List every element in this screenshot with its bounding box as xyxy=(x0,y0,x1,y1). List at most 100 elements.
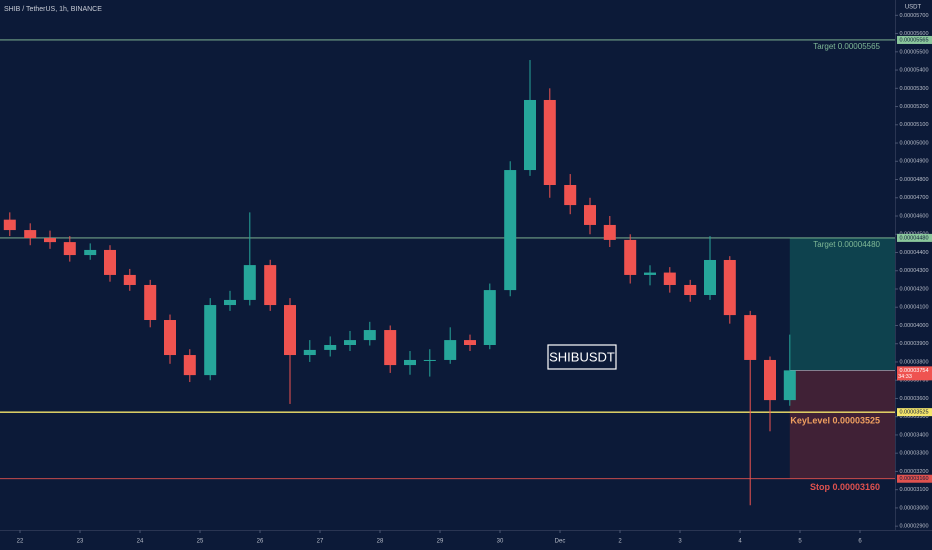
y-tick-label: 0.00004700 xyxy=(899,195,928,201)
candle-body xyxy=(423,359,436,361)
candle-body xyxy=(63,242,76,256)
candle-body xyxy=(343,340,356,346)
level-label: Stop 0.00003160 xyxy=(810,482,880,492)
candle-body xyxy=(783,370,796,401)
x-tick-label: 30 xyxy=(497,539,504,545)
candle-body xyxy=(483,290,496,346)
x-tick-label: Dec xyxy=(555,539,566,545)
x-tick-label: 25 xyxy=(197,539,204,545)
candle-body xyxy=(663,272,676,285)
x-tick-label: 24 xyxy=(137,539,144,545)
x-tick-label: 27 xyxy=(317,539,324,545)
y-tick-label: 0.00003600 xyxy=(899,396,928,402)
x-tick-label: 6 xyxy=(858,539,862,545)
candle-body xyxy=(163,320,176,356)
candle-body xyxy=(444,340,457,360)
loss-zone xyxy=(789,370,895,479)
candle-body xyxy=(24,230,37,239)
level-tag: 0.00003525 xyxy=(899,410,928,416)
x-tick-label: 29 xyxy=(437,539,444,545)
candle-body xyxy=(723,259,736,316)
candle-body xyxy=(84,249,97,256)
y-tick-label: 0.00005000 xyxy=(899,140,928,146)
x-tick-label: 5 xyxy=(798,539,802,545)
candle-body xyxy=(764,359,777,401)
y-tick-label: 0.00004600 xyxy=(899,213,928,219)
y-tick-label: 0.00005600 xyxy=(899,31,928,37)
candle-body xyxy=(624,239,637,275)
y-tick-label: 0.00004300 xyxy=(899,268,928,274)
candle-body xyxy=(324,345,337,350)
candle-body xyxy=(603,224,616,240)
y-tick-label: 0.00003500 xyxy=(899,414,928,420)
candle-body xyxy=(744,315,757,360)
candle-body xyxy=(524,99,537,171)
y-tick-label: 0.00003800 xyxy=(899,359,928,365)
axis-unit: USDT xyxy=(905,5,922,11)
candle-body xyxy=(704,259,717,296)
candle-body xyxy=(403,359,416,366)
candle-body xyxy=(363,330,376,341)
profit-zone xyxy=(789,237,895,371)
y-tick-label: 0.00003400 xyxy=(899,432,928,438)
y-tick-label: 0.00004200 xyxy=(899,286,928,292)
y-tick-label: 0.00003200 xyxy=(899,469,928,475)
y-tick-label: 0.00005400 xyxy=(899,68,928,74)
x-tick-label: 4 xyxy=(738,539,742,545)
x-tick-label: 2 xyxy=(618,539,622,545)
candle-body xyxy=(223,299,236,306)
level-label: KeyLevel 0.00003525 xyxy=(790,416,880,426)
level-tag-bg xyxy=(897,233,932,242)
candle-body xyxy=(43,238,56,243)
candle-body xyxy=(204,305,217,376)
candle-body xyxy=(684,284,697,296)
countdown: 34:33 xyxy=(898,374,912,380)
x-tick-label: 26 xyxy=(257,539,264,545)
candle-body xyxy=(183,355,196,376)
y-tick-label: 0.00003300 xyxy=(899,451,928,457)
candle-body xyxy=(644,272,657,275)
y-tick-label: 0.00004400 xyxy=(899,250,928,256)
level-tag: 0.00005565 xyxy=(899,37,928,43)
y-tick-label: 0.00004900 xyxy=(899,159,928,165)
candle-body xyxy=(564,184,577,206)
level-tag-bg xyxy=(897,35,932,44)
watermark: SHIBUSDT xyxy=(549,349,615,364)
level-label: Target 0.00004480 xyxy=(813,240,880,249)
y-tick-label: 0.00005200 xyxy=(899,104,928,110)
y-tick-label: 0.00003100 xyxy=(899,487,928,493)
y-tick-label: 0.00003700 xyxy=(899,378,928,384)
x-tick-label: 28 xyxy=(377,539,384,545)
y-tick-label: 0.00005500 xyxy=(899,49,928,55)
x-tick-label: 3 xyxy=(678,539,682,545)
candle-body xyxy=(303,349,316,356)
y-tick-label: 0.00003900 xyxy=(899,341,928,347)
y-tick-label: 0.00005700 xyxy=(899,13,928,19)
y-tick-label: 0.00004100 xyxy=(899,305,928,311)
x-tick-label: 23 xyxy=(77,539,84,545)
y-tick-label: 0.00004000 xyxy=(899,323,928,329)
candle-body xyxy=(3,219,16,231)
current-tag: 0.00003754 xyxy=(899,368,928,374)
level-tag: 0.00004480 xyxy=(899,235,928,241)
chart-title: SHIB / TetherUS, 1h, BINANCE xyxy=(4,6,102,13)
level-label: Target 0.00005565 xyxy=(813,42,880,51)
candle-body xyxy=(123,274,136,285)
level-tag-bg xyxy=(897,408,932,417)
candle-body xyxy=(504,170,517,291)
candle-body xyxy=(464,340,477,346)
candle-body xyxy=(384,330,397,366)
candle-body xyxy=(543,99,556,185)
current-tag-bg xyxy=(897,366,932,381)
y-tick-label: 0.00003000 xyxy=(899,505,928,511)
candle-body xyxy=(584,205,597,225)
candle-body xyxy=(144,284,157,321)
candle-body xyxy=(283,305,296,356)
x-tick-label: 22 xyxy=(17,539,24,545)
level-tag: 0.00003160 xyxy=(899,476,928,482)
y-tick-label: 0.00004800 xyxy=(899,177,928,183)
candle-body xyxy=(243,265,256,300)
y-tick-label: 0.00002900 xyxy=(899,524,928,530)
